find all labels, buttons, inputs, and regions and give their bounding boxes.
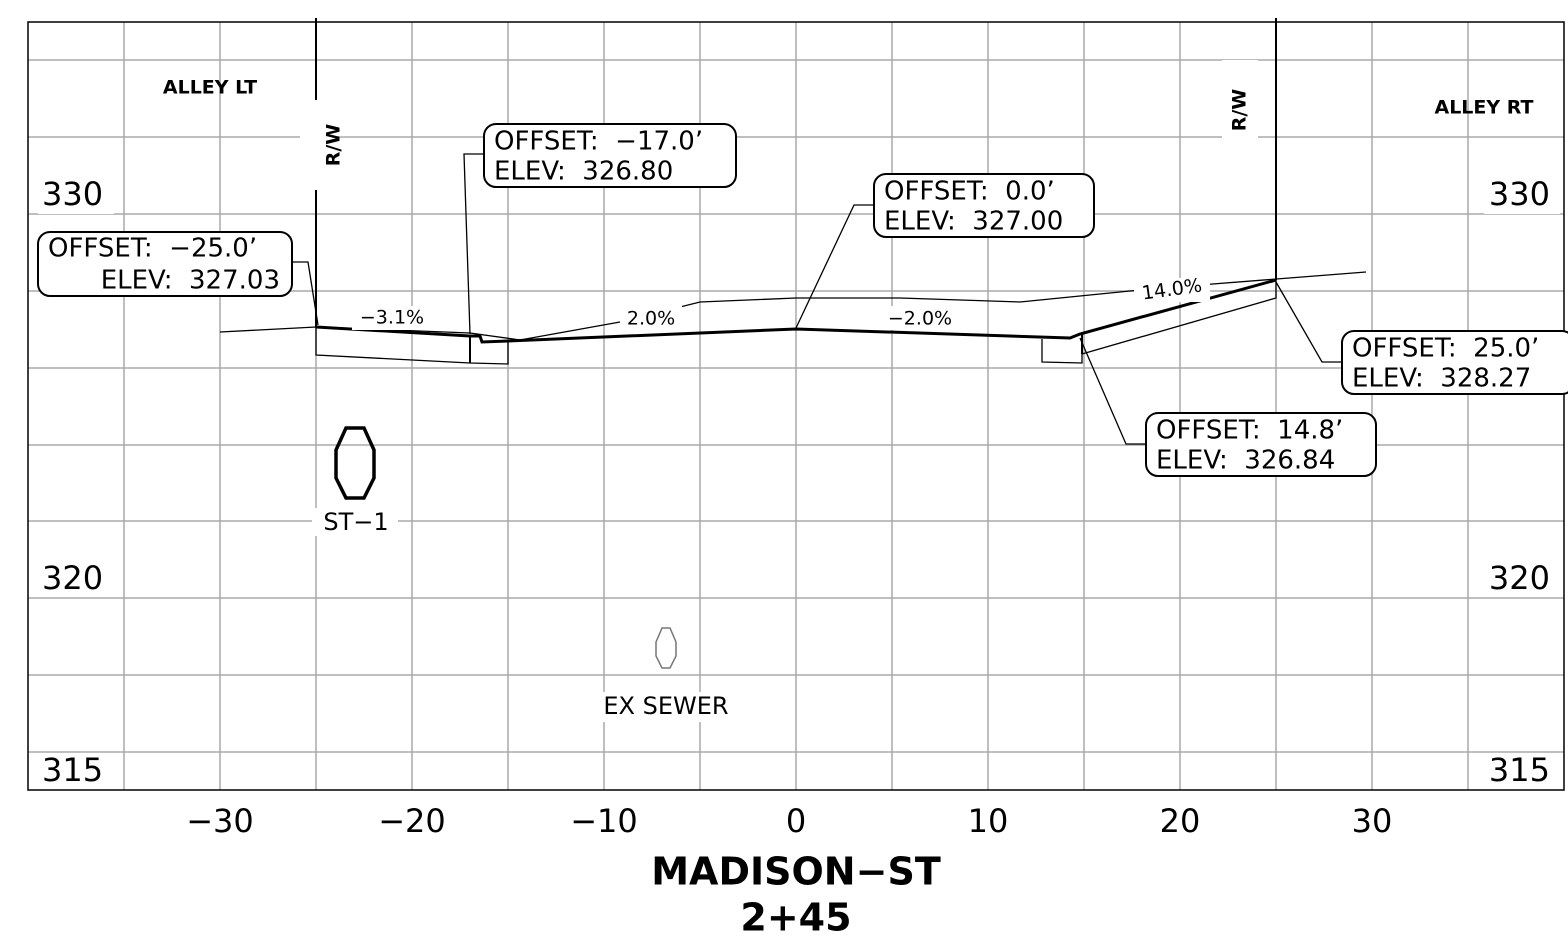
elevation-label: 330 <box>42 175 103 213</box>
utility-label: EX SEWER <box>603 692 728 720</box>
callout-elev: ELEV: 327.03 <box>101 266 280 296</box>
offset-label: 0 <box>786 802 806 840</box>
sewer-pipe <box>655 627 677 669</box>
offset-label: −20 <box>378 802 446 840</box>
callout-offset: OFFSET: −17.0’ <box>494 127 703 157</box>
callout-offset: OFFSET: 25.0’ <box>1352 334 1539 364</box>
callout <box>483 123 737 188</box>
alley-label: ALLEY RT <box>1434 97 1533 119</box>
storm-pipe <box>334 426 376 500</box>
row-label: R/W <box>323 124 345 167</box>
offset-label: −10 <box>570 802 638 840</box>
elevation-label: 320 <box>42 559 103 597</box>
callout-offset: OFFSET: 14.8’ <box>1156 416 1343 446</box>
alley-label: ALLEY LT <box>163 77 257 99</box>
title: MADISON−ST <box>651 850 941 894</box>
elevation-label: 330 <box>1489 175 1550 213</box>
pavement-section <box>1041 280 1277 364</box>
callout <box>1145 412 1377 477</box>
callout-elev: ELEV: 326.84 <box>1156 446 1335 476</box>
offset-label: 20 <box>1160 802 1201 840</box>
callout-elev: ELEV: 328.27 <box>1352 364 1531 394</box>
slope-label: −2.0% <box>888 308 952 330</box>
slope-label: −3.1% <box>360 307 424 329</box>
offset-label: 10 <box>968 802 1009 840</box>
elevation-label: 315 <box>42 751 103 789</box>
offset-label: 30 <box>1352 802 1393 840</box>
callout-offset: OFFSET: −25.0’ <box>48 234 257 264</box>
station: 2+45 <box>740 896 851 940</box>
utility-label: ST−1 <box>323 508 388 536</box>
offset-label: −30 <box>186 802 254 840</box>
elevation-label: 315 <box>1489 751 1550 789</box>
callout-offset: OFFSET: 0.0’ <box>884 177 1055 207</box>
row-label: R/W <box>1229 89 1251 132</box>
callout-elev: ELEV: 327.00 <box>884 207 1063 237</box>
callout-elev: ELEV: 326.80 <box>494 157 673 187</box>
callout <box>873 173 1095 238</box>
slope-label: 2.0% <box>627 308 675 330</box>
elevation-label: 320 <box>1489 559 1550 597</box>
grid <box>28 22 1564 790</box>
frame <box>27 21 1565 791</box>
callout <box>1341 330 1568 395</box>
callout <box>37 231 293 297</box>
